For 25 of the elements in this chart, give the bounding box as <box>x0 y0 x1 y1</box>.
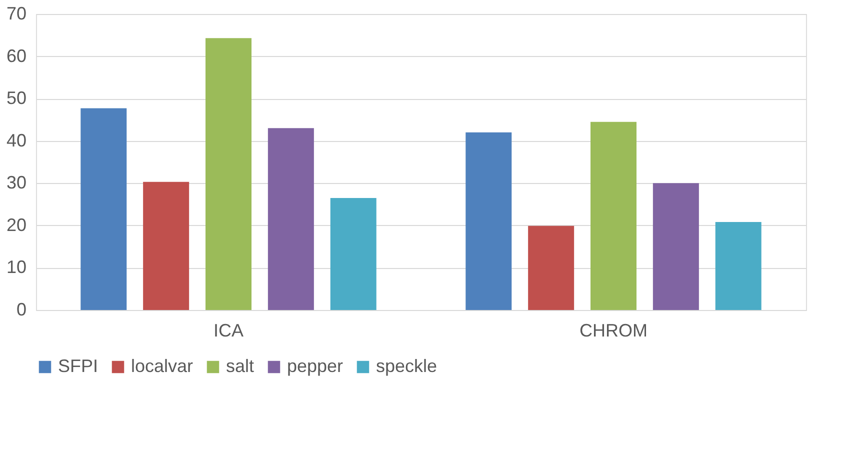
bar <box>652 183 699 310</box>
y-tick-label: 40 <box>6 130 26 150</box>
x-tick-label: CHROM <box>580 320 648 340</box>
bar <box>466 132 512 310</box>
legend-label: pepper <box>287 356 344 376</box>
y-tick-label: 70 <box>6 4 26 24</box>
legend-label: SFPI <box>58 356 98 376</box>
legend-label: localvar <box>131 356 194 376</box>
y-tick-label: 60 <box>6 46 26 66</box>
bar <box>715 222 762 310</box>
bar <box>330 198 376 310</box>
y-tick-label: 10 <box>6 257 26 278</box>
bar <box>206 38 252 310</box>
y-tick-label: 20 <box>6 214 26 235</box>
y-tick-label: 30 <box>6 172 26 193</box>
y-tick-label: 50 <box>6 88 26 108</box>
x-tick-label: ICA <box>213 320 244 340</box>
bar <box>528 226 574 310</box>
bar <box>268 128 314 310</box>
legend-label: salt <box>226 356 254 376</box>
bar <box>143 182 190 310</box>
y-tick-label: 0 <box>16 300 26 320</box>
legend-label: speckle <box>376 356 438 376</box>
bar <box>80 108 127 310</box>
bar <box>590 122 636 310</box>
